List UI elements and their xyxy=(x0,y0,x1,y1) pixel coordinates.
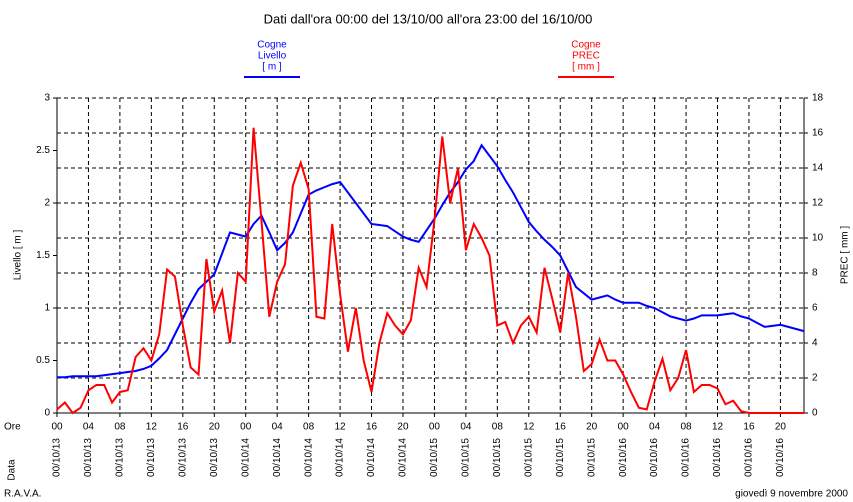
y2-tick-label: 14 xyxy=(812,163,824,174)
x-date-label: 00/10/13 xyxy=(209,438,220,477)
x-tick-label: 20 xyxy=(775,422,787,433)
x-tick-label: 00 xyxy=(618,422,630,433)
x-date-label: 00/10/15 xyxy=(555,438,566,477)
x-date-label: 00/10/14 xyxy=(303,438,314,477)
x-tick-label: 20 xyxy=(209,422,221,433)
y2-tick-label: 8 xyxy=(812,268,818,279)
data-line xyxy=(56,127,804,415)
x-date-label: 00/10/14 xyxy=(335,438,346,477)
legend-label: Livello xyxy=(258,51,287,62)
x-date-label: 00/10/16 xyxy=(681,438,692,477)
x-date-label: 00/10/16 xyxy=(649,438,660,477)
y2-tick-label: 0 xyxy=(812,408,818,419)
x-date-label: 00/10/14 xyxy=(398,438,409,477)
x-tick-label: 08 xyxy=(114,422,126,433)
x-date-label: 00/10/14 xyxy=(366,438,377,477)
y2-tick-label: 10 xyxy=(812,233,824,244)
x-tick-label: 00 xyxy=(51,422,63,433)
footer-left: R.A.V.A. xyxy=(4,489,41,500)
x-tick-label: 04 xyxy=(460,422,472,433)
x-tick-label: 12 xyxy=(712,422,724,433)
x-date-label: 00/10/15 xyxy=(523,438,534,477)
y-tick-label: 2 xyxy=(44,198,50,209)
x-date-label: 00/10/16 xyxy=(712,438,723,477)
x-date-label: 00/10/13 xyxy=(83,438,94,477)
x-date-label: 00/10/15 xyxy=(586,438,597,477)
x-date-label: Data xyxy=(7,459,18,481)
y-tick-label: 0.5 xyxy=(36,355,50,366)
x-date-label: 00/10/15 xyxy=(461,438,472,477)
x-date-label: 00/10/15 xyxy=(492,438,503,477)
y2-tick-label: 4 xyxy=(812,338,818,349)
y-tick-label: 0 xyxy=(44,408,50,419)
x-tick-label: 16 xyxy=(366,422,378,433)
y2-tick-label: 12 xyxy=(812,198,824,209)
x-tick-label: 00 xyxy=(429,422,441,433)
x-date-label: 00/10/13 xyxy=(177,438,188,477)
y-tick-label: 2.5 xyxy=(36,145,50,156)
x-tick-label: 20 xyxy=(586,422,598,433)
legend-label: Cogne xyxy=(571,40,601,51)
y-tick-label: 1 xyxy=(44,303,50,314)
x-tick-label: 08 xyxy=(492,422,504,433)
x-date-label: 00/10/13 xyxy=(115,438,126,477)
y2-axis-label: PREC [ mm ] xyxy=(840,226,851,285)
x-tick-label: 12 xyxy=(523,422,535,433)
y2-tick-label: 6 xyxy=(812,303,818,314)
x-tick-label: 04 xyxy=(649,422,661,433)
x-date-label: 00/10/16 xyxy=(744,438,755,477)
y2-tick-label: 16 xyxy=(812,128,824,139)
x-tick-label: 04 xyxy=(272,422,284,433)
y2-tick-label: 18 xyxy=(812,93,824,104)
x-date-label: 00/10/13 xyxy=(146,438,157,477)
x-date-label: 00/10/16 xyxy=(618,438,629,477)
x-axis-label: Ore xyxy=(4,422,21,433)
x-tick-label: 04 xyxy=(83,422,95,433)
x-tick-label: 12 xyxy=(146,422,158,433)
x-tick-label: 16 xyxy=(743,422,755,433)
x-tick-label: 12 xyxy=(335,422,347,433)
legend-label: Cogne xyxy=(257,40,287,51)
x-tick-label: 16 xyxy=(555,422,567,433)
y-tick-label: 3 xyxy=(44,93,50,104)
x-date-label: 00/10/14 xyxy=(240,438,251,477)
x-date-label: 00/10/14 xyxy=(272,438,283,477)
x-tick-label: 08 xyxy=(680,422,692,433)
legend-label: [ mm ] xyxy=(572,62,600,73)
y2-tick-label: 2 xyxy=(812,373,818,384)
legend-label: [ m ] xyxy=(262,62,282,73)
x-tick-label: 08 xyxy=(303,422,315,433)
x-tick-label: 20 xyxy=(397,422,409,433)
legend-label: PREC xyxy=(572,51,600,62)
chart-title: Dati dall'ora 00:00 del 13/10/00 all'ora… xyxy=(264,11,593,26)
y-axis-label: Livello [ m ] xyxy=(13,229,24,280)
x-tick-label: 16 xyxy=(177,422,189,433)
x-date-label: 00/10/13 xyxy=(52,438,63,477)
x-tick-label: 00 xyxy=(240,422,252,433)
x-date-label: 00/10/15 xyxy=(429,438,440,477)
footer-right: giovedì 9 novembre 2000 xyxy=(735,489,848,500)
x-date-label: 00/10/16 xyxy=(775,438,786,477)
y-tick-label: 1.5 xyxy=(36,250,50,261)
